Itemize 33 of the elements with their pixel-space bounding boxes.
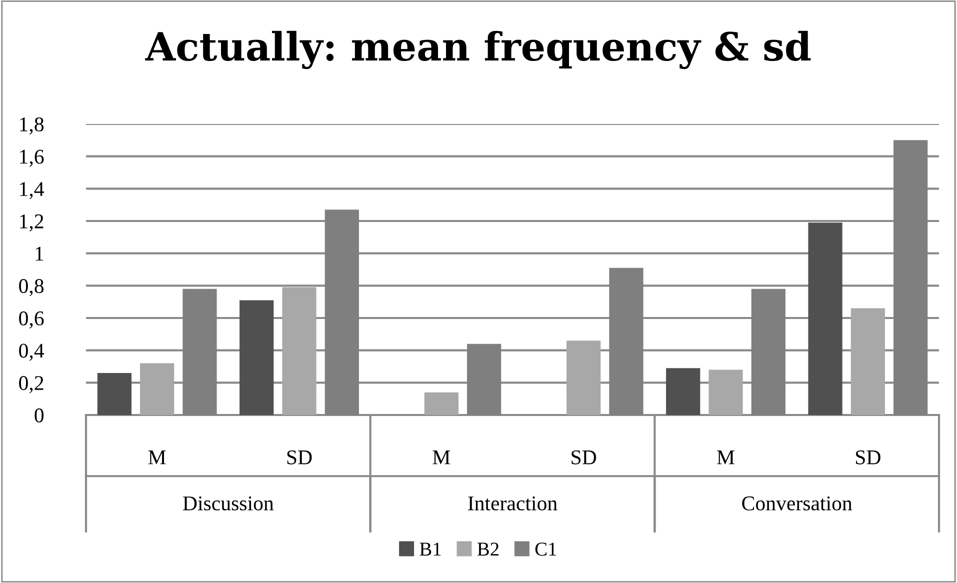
x-tick-label: M [148, 450, 166, 464]
x-tick-label: SD [287, 450, 312, 464]
x-tick-label: SD [856, 450, 880, 464]
bar [666, 368, 700, 415]
x-tick-label: SD [572, 450, 596, 464]
bar [808, 222, 842, 415]
bar [97, 372, 132, 415]
x-tick-label: M [432, 450, 450, 464]
bar [240, 300, 274, 415]
y-tick-label: 1,6 [20, 150, 44, 167]
text: Interaction [468, 496, 558, 510]
y-tick-label: 1,2 [20, 214, 44, 232]
y-tick-label: 0,4 [19, 344, 44, 361]
y-tick-label: 0,2 [19, 376, 44, 394]
bar [424, 392, 458, 415]
y-tick-label: 0,6 [19, 311, 44, 328]
y-tick-label: 0,8 [19, 279, 44, 296]
text: Discussion [183, 496, 274, 510]
bar [708, 370, 743, 415]
chart-title: Actually: mean frequency & sd [145, 30, 811, 70]
bar [140, 363, 174, 415]
y-tick-label: 1 [36, 246, 44, 261]
legend-label: B1 [420, 542, 441, 556]
text: Conversation [742, 496, 852, 510]
y-tick-label: 1,4 [20, 182, 44, 200]
x-tick-label: M [717, 450, 734, 464]
bar [566, 340, 601, 415]
y-tick-label: 1,8 [20, 117, 44, 134]
bar [850, 308, 885, 415]
legend-label: C1 [535, 542, 556, 556]
legend-label: B2 [477, 542, 498, 556]
bar [282, 287, 316, 415]
y-tick-label: 0 [34, 408, 44, 422]
